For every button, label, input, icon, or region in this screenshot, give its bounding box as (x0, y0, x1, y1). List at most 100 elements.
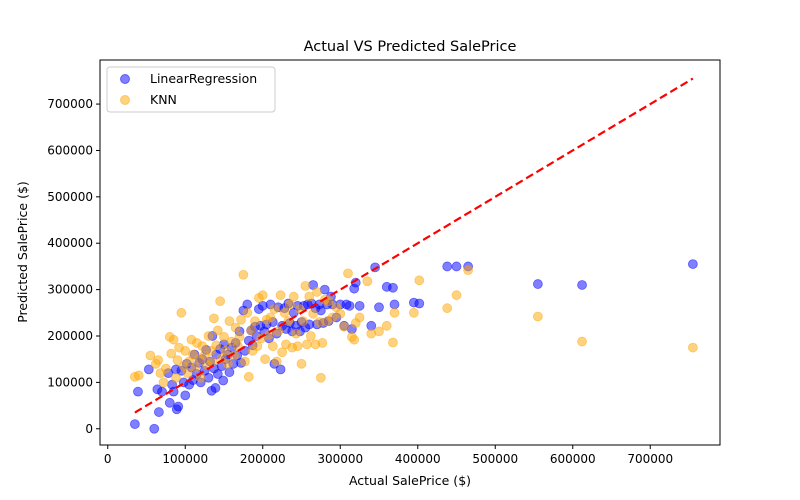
y-tick-label: 200000 (47, 329, 93, 343)
point-knn (339, 321, 350, 332)
point-knn (209, 313, 219, 324)
point-knn (305, 331, 316, 341)
point-linearregression (354, 300, 365, 311)
point-knn (277, 347, 288, 358)
y-tick-label: 500000 (47, 190, 93, 204)
y-axis-label: Predicted SalePrice ($) (15, 181, 30, 323)
point-knn (166, 348, 177, 359)
point-knn (381, 320, 392, 331)
point-knn (362, 276, 373, 287)
x-tick-label: 300000 (317, 452, 363, 466)
point-knn (212, 325, 223, 336)
point-knn (442, 303, 453, 314)
point-linearregression (212, 369, 223, 379)
point-knn (133, 370, 144, 381)
point-knn (284, 299, 295, 310)
point-knn (343, 268, 353, 279)
point-knn (260, 354, 270, 365)
point-knn (224, 316, 235, 327)
point-knn (207, 356, 218, 367)
point-linearregression (180, 390, 191, 401)
point-knn (296, 358, 307, 369)
x-tick-label: 500000 (472, 452, 518, 466)
point-knn (180, 345, 191, 356)
point-knn (389, 307, 400, 318)
point-knn (243, 371, 254, 382)
plot-area (99, 59, 721, 446)
point-knn (182, 368, 193, 379)
point-knn (203, 331, 214, 341)
point-knn (246, 325, 257, 336)
x-tick-label: 0 (104, 452, 112, 466)
point-knn (291, 328, 301, 339)
point-linearregression (218, 375, 229, 386)
point-knn (240, 356, 250, 367)
point-knn (349, 334, 360, 345)
x-axis-label: Actual SalePrice ($) (349, 473, 471, 488)
point-knn (304, 291, 315, 302)
x-tick-label: 100000 (162, 452, 208, 466)
y-tick-label: 700000 (47, 97, 93, 111)
legend-box (106, 66, 276, 113)
point-knn (414, 275, 425, 286)
reference-line (134, 77, 694, 414)
point-knn (300, 280, 311, 291)
point-knn (354, 312, 365, 323)
point-knn (172, 355, 183, 366)
point-linearregression (153, 407, 164, 417)
y-tick-label: 600000 (47, 143, 93, 157)
y-axis: 0 100000 200000 300000 400000 500000 600000 700… (47, 97, 100, 436)
point-linearregression (374, 302, 384, 313)
legend: LinearRegression KNN (106, 66, 276, 113)
y-tick-label: 400000 (47, 236, 93, 250)
point-linearregression (224, 367, 235, 378)
point-knn (298, 316, 308, 327)
point-knn (250, 316, 260, 327)
point-linearregression (389, 299, 400, 310)
point-linearregression (388, 282, 398, 293)
point-knn (532, 311, 543, 322)
point-knn (158, 377, 169, 388)
point-knn (279, 307, 290, 318)
point-knn (269, 304, 280, 314)
point-knn (308, 308, 319, 319)
point-knn (687, 342, 698, 353)
point-linearregression (164, 397, 175, 408)
legend-label-knn: KNN (150, 92, 177, 107)
point-knn (335, 308, 346, 319)
x-tick-label: 400000 (395, 452, 441, 466)
point-knn (315, 372, 326, 383)
point-linearregression (149, 423, 160, 434)
point-knn (292, 341, 303, 352)
point-knn (463, 265, 474, 276)
point-knn (171, 372, 181, 383)
point-knn (252, 341, 263, 352)
point-knn (176, 307, 187, 318)
point-linearregression (173, 401, 184, 412)
x-tick-label: 200000 (240, 452, 286, 466)
point-linearregression (442, 261, 453, 272)
point-knn (145, 350, 156, 361)
y-tick-label: 100000 (47, 375, 93, 389)
point-knn (267, 341, 278, 352)
axes-frame (99, 59, 721, 446)
x-tick-label: 600000 (550, 452, 596, 466)
point-knn (220, 345, 231, 356)
point-knn (242, 307, 253, 318)
point-knn (190, 362, 201, 373)
point-knn (317, 338, 328, 348)
point-knn (211, 340, 222, 351)
point-linearregression (414, 298, 425, 309)
point-knn (374, 326, 384, 337)
y-tick-label: 300000 (47, 283, 93, 297)
point-knn (168, 334, 179, 345)
point-linearregression (451, 261, 462, 272)
point-knn (312, 287, 322, 297)
point-knn (302, 339, 312, 350)
point-knn (408, 307, 419, 318)
point-knn (288, 291, 299, 302)
point-knn (577, 336, 587, 347)
point-knn (265, 312, 276, 323)
data-marks (129, 77, 698, 434)
point-knn (153, 355, 164, 366)
